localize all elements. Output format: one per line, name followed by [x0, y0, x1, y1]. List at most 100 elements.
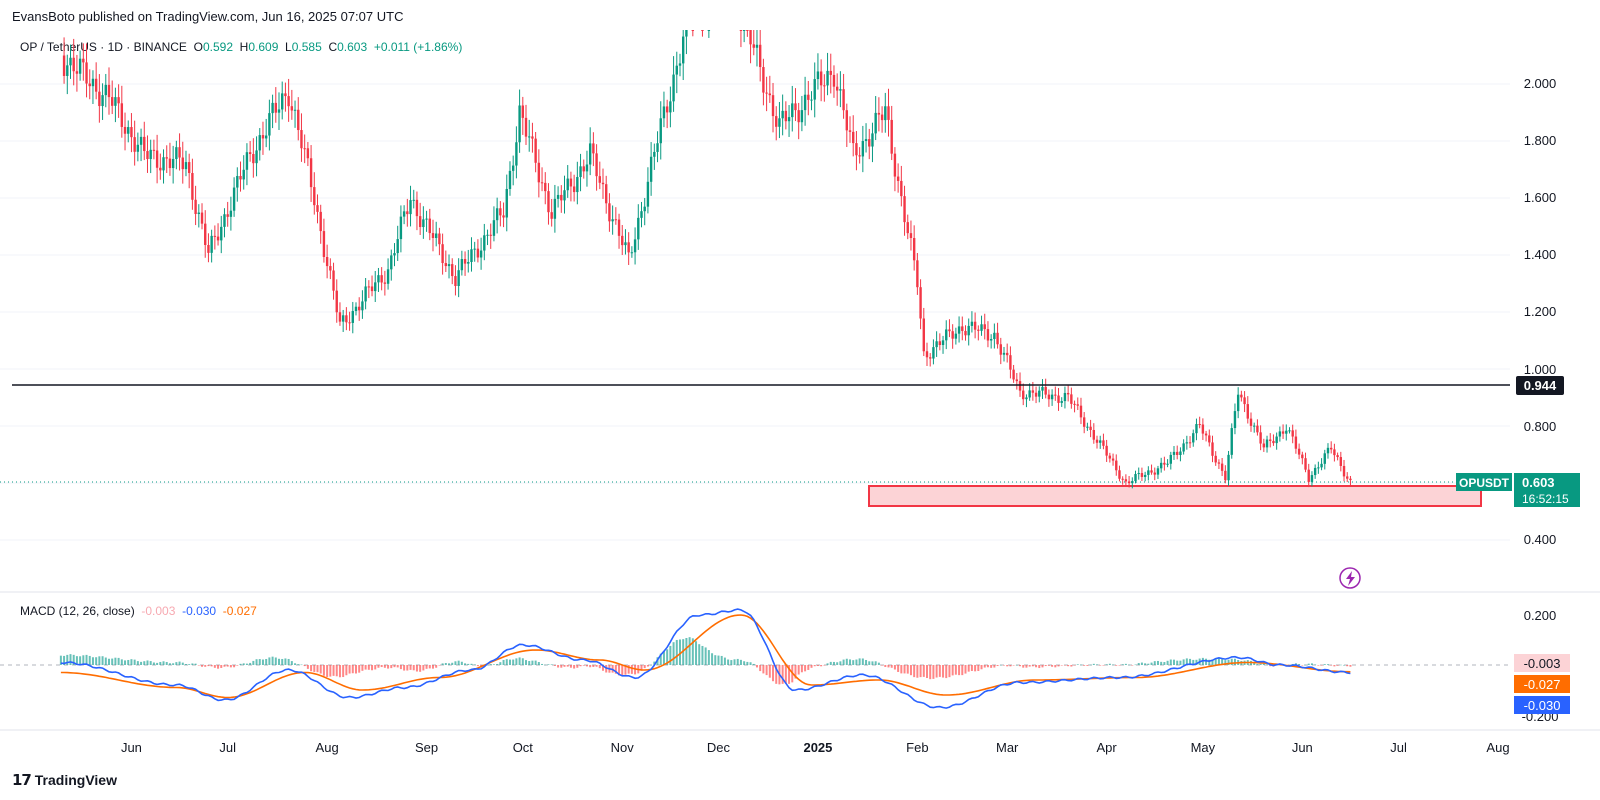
- histogram-bar: [1115, 665, 1118, 666]
- histogram-bar: [826, 663, 829, 665]
- histogram-bar: [124, 660, 127, 665]
- candle-body: [803, 94, 807, 111]
- candle-body: [669, 101, 672, 113]
- candle-body: [399, 216, 403, 240]
- histogram-bar: [621, 665, 624, 676]
- histogram-bar: [496, 663, 499, 665]
- candle-body: [133, 137, 136, 152]
- histogram-bar: [1047, 665, 1050, 666]
- candle-body: [495, 208, 499, 221]
- tradingview-logo[interactable]: 𝟭𝟳 TradingView: [12, 771, 117, 789]
- macd-legend[interactable]: MACD (12, 26, close) -0.003 -0.030 -0.02…: [20, 604, 257, 618]
- histogram-bar: [72, 654, 75, 665]
- candle-body: [1153, 472, 1156, 475]
- histogram-bar: [1070, 665, 1073, 667]
- candle-body: [187, 162, 191, 174]
- histogram-bar: [752, 663, 755, 665]
- candle-body: [1137, 473, 1140, 475]
- histogram-bar: [1298, 664, 1301, 665]
- histogram-bar: [431, 665, 434, 669]
- histogram-bar: [832, 661, 835, 665]
- candle-body: [1031, 390, 1035, 393]
- histogram-bar: [986, 665, 989, 668]
- candle-body: [184, 162, 188, 170]
- histogram-bar: [1224, 660, 1227, 665]
- candle-body: [858, 155, 861, 157]
- histogram-bar: [903, 665, 906, 674]
- candle-body: [171, 158, 175, 169]
- histogram-bar: [136, 661, 139, 665]
- candle-body: [486, 234, 489, 236]
- histogram-bar: [261, 659, 264, 665]
- time-tick: Jun: [1292, 740, 1313, 755]
- symbol-legend[interactable]: OP / TetherUS · 1D · BINANCE O0.592 H0.6…: [20, 40, 462, 54]
- histogram-bar: [345, 665, 348, 676]
- candle-body: [1326, 447, 1330, 454]
- support-zone[interactable]: [868, 485, 1482, 507]
- histogram-bar: [1214, 658, 1217, 665]
- time-tick: Nov: [611, 740, 635, 755]
- candle-body: [463, 259, 467, 264]
- candle-body: [633, 239, 637, 253]
- histogram-bar: [287, 658, 290, 665]
- candle-body: [819, 71, 823, 86]
- candle-body: [1320, 463, 1323, 468]
- histogram-bar: [294, 663, 297, 665]
- time-tick: Dec: [707, 740, 731, 755]
- histogram-bar: [977, 665, 980, 672]
- histogram-bar: [929, 665, 932, 680]
- histogram-bar: [1301, 665, 1304, 666]
- histogram-bar: [1147, 663, 1150, 665]
- histogram-bar: [887, 665, 890, 668]
- candle-body: [1156, 468, 1160, 475]
- macd-title[interactable]: MACD (12, 26, close): [20, 604, 135, 618]
- candle-body: [951, 331, 954, 339]
- candle-body: [781, 110, 784, 119]
- histogram-bar: [794, 665, 797, 679]
- candle-body: [932, 347, 935, 359]
- candle-body: [553, 198, 557, 219]
- histogram-bar: [662, 651, 665, 665]
- candle-body: [85, 62, 88, 84]
- histogram-bar: [980, 665, 983, 670]
- candle-body: [431, 233, 435, 239]
- histogram-bar: [98, 656, 101, 665]
- candle-body: [149, 149, 152, 160]
- histogram-bar: [733, 659, 736, 665]
- histogram-bar: [884, 665, 887, 667]
- symbol-title[interactable]: OP / TetherUS · 1D · BINANCE: [20, 40, 187, 54]
- candle-body: [91, 78, 95, 87]
- histogram-bar: [1163, 662, 1166, 665]
- candle-body: [82, 58, 85, 63]
- price-axis[interactable]: 2.000 1.800 1.600 1.400 1.200 1.000 0.80…: [1524, 76, 1557, 547]
- candle-body: [117, 97, 120, 104]
- histogram-bar: [1041, 665, 1044, 668]
- histogram-bar: [1307, 663, 1310, 665]
- candle-body: [945, 329, 948, 341]
- candle-body: [264, 135, 268, 139]
- histogram-bar: [730, 660, 733, 665]
- histogram-bar: [566, 665, 569, 667]
- histogram-bar: [1195, 659, 1198, 665]
- candle-body: [1208, 435, 1211, 443]
- histogram-bar: [627, 665, 630, 674]
- candle-body: [1009, 355, 1012, 370]
- histogram-bar: [1326, 664, 1329, 665]
- time-axis[interactable]: Jun Jul Aug Sep Oct Nov Dec 2025 Feb Mar Apr May Jun…: [121, 740, 1510, 755]
- lightning-icon[interactable]: [1339, 567, 1361, 589]
- candle-body: [1028, 390, 1031, 398]
- histogram-bar: [435, 665, 438, 668]
- open-key: O: [193, 40, 203, 54]
- candle-body: [515, 142, 518, 166]
- histogram-bar: [1035, 665, 1038, 668]
- candle-body: [1307, 469, 1310, 482]
- candle-body: [762, 67, 765, 93]
- low-key: L: [285, 40, 292, 54]
- candle-body: [1349, 478, 1352, 481]
- histogram-bar: [1015, 664, 1018, 666]
- histogram-bar: [239, 663, 242, 665]
- candle-body: [136, 144, 140, 152]
- time-tick: Mar: [996, 740, 1019, 755]
- candle-body: [755, 44, 759, 48]
